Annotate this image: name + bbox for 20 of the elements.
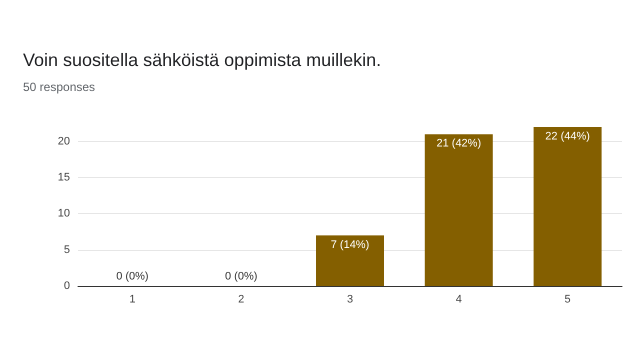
bar: [424, 134, 493, 286]
data-label: 0 (0%): [116, 270, 149, 282]
chart-subtitle: 50 responses: [23, 80, 96, 94]
bar: [316, 235, 384, 286]
x-tick-label: 4: [456, 294, 462, 306]
chart-title: Voin suositella sähköistä oppimista muillekin.: [23, 50, 382, 70]
data-label: 7 (14%): [330, 238, 370, 251]
y-tick-label: 20: [58, 135, 70, 148]
x-tick-label: 2: [238, 294, 244, 306]
data-label: 0 (0%): [224, 270, 258, 282]
x-tick-label: 3: [346, 294, 354, 306]
y-tick-label: 0: [64, 280, 70, 292]
y-tick-label: 5: [64, 244, 70, 256]
y-tick-label: 15: [58, 172, 70, 184]
y-tick-label: 10: [58, 208, 70, 220]
data-label: 22 (44%): [545, 130, 590, 142]
x-tick-label: 1: [129, 294, 136, 306]
bar: [534, 127, 602, 286]
x-tick-label: 5: [564, 294, 571, 306]
data-label: 21 (42%): [436, 138, 482, 150]
